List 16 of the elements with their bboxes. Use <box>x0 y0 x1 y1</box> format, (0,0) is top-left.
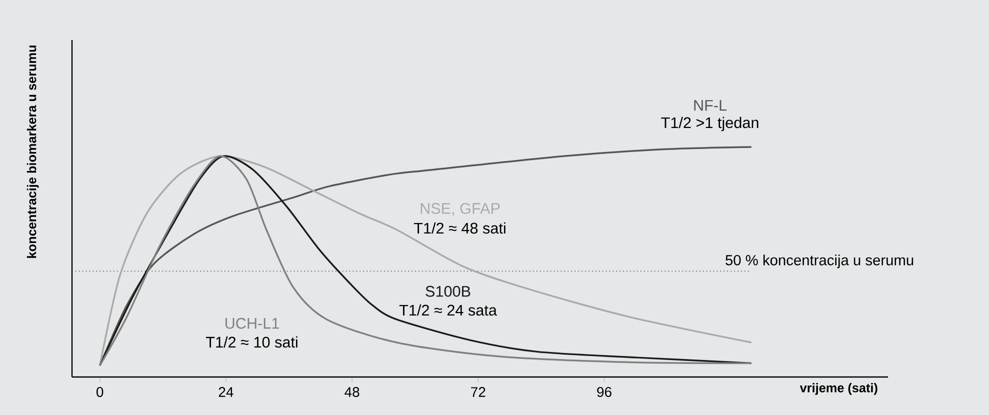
annotation: T1/2 ≈ 24 sata <box>399 304 497 316</box>
annotation: T1/2 ≈ 10 sati <box>206 336 298 348</box>
x-tick-label: 72 <box>471 387 486 397</box>
annotation: T1/2 ≈ 48 sati <box>414 222 506 234</box>
x-tick-label: 96 <box>597 387 612 397</box>
series-label: S100B <box>426 286 470 297</box>
ref-line-label: 50 % koncentracija u serumu <box>726 254 914 268</box>
y-axis-title: koncentracije biomarkera u serumu <box>26 46 39 258</box>
text: T1/2 >1 tjedan <box>661 116 758 132</box>
series-label: NSE, GFAP <box>420 203 500 216</box>
x-tick-label: 24 <box>218 387 234 397</box>
text: NF-L <box>694 100 727 111</box>
x-tick-label: 48 <box>344 387 360 397</box>
x-axis-title: vrijeme (sati) <box>800 383 878 395</box>
x-tick-label: 0 <box>96 387 104 397</box>
series-label: UCH-L1 <box>226 318 279 329</box>
